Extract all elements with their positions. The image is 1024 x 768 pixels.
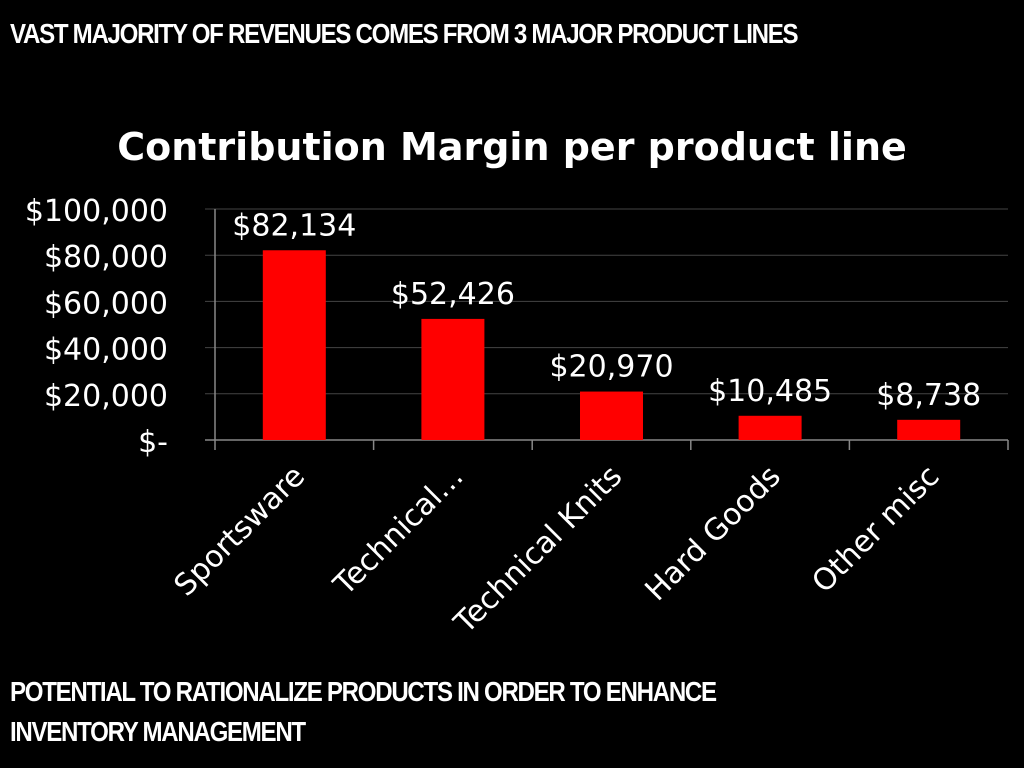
data-label: $8,738 [876,378,981,413]
bar [421,318,485,440]
bar [738,415,802,440]
y-tick-label: $- [138,425,168,460]
bar [897,419,961,440]
slide-headline: VAST MAJORITY OF REVENUES COMES FROM 3 M… [10,18,799,49]
y-tick-label: $40,000 [44,333,168,368]
x-axis-tick-labels: Sportsware Technical…Technical Knits Hard … [168,459,947,641]
x-tick-label: Hard Goods [639,459,788,608]
bar [580,391,643,440]
y-tick-label: $20,000 [44,379,168,414]
x-tick-label: Technical… [326,459,470,603]
y-tick-label: $60,000 [44,286,168,321]
data-label: $10,485 [708,374,832,409]
bar [262,250,326,440]
x-tick-label: Other misc [805,459,946,600]
data-label: $52,426 [391,277,515,312]
bars [262,250,961,440]
data-label: $20,970 [549,350,673,385]
gridlines [205,208,1008,395]
x-tick-label: Technical Knits [447,459,629,641]
footer-line-1: POTENTIAL TO RATIONALIZE PRODUCTS IN ORD… [10,676,717,707]
y-tick-label: $100,000 [25,194,168,229]
chart-title: Contribution Margin per product line [117,125,907,169]
slide-footer: POTENTIAL TO RATIONALIZE PRODUCTS IN ORD… [10,672,879,752]
x-tick-label: Sportsware [168,459,312,603]
y-tick-label: $80,000 [44,240,168,275]
data-label: $82,134 [232,208,356,243]
footer-line-2: INVENTORY MANAGEMENT [10,716,306,747]
data-labels: $82,134 $52,426 $20,970 $10,485 $8,738 [232,208,981,413]
y-axis-tick-labels: $- $20,000 $40,000 $60,000 $80,000 $100,000 [25,194,168,460]
